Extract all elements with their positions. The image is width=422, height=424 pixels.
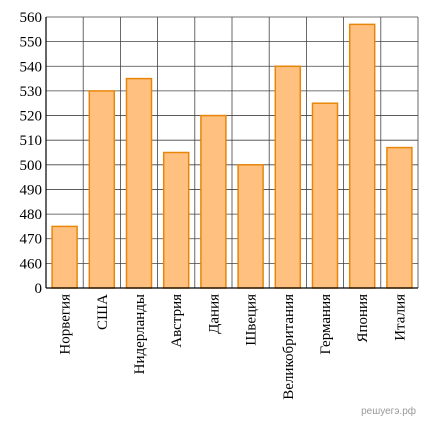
watermark: решуегэ.рф (361, 405, 416, 417)
bar (348, 23, 376, 289)
bar (237, 164, 264, 289)
y-tick-label: 490 (20, 182, 43, 198)
y-tick-label: 510 (20, 133, 43, 149)
x-tick-label: Норвегия (58, 294, 74, 355)
y-tick-label: 520 (20, 109, 43, 125)
x-tick-label: США (95, 294, 111, 330)
bar (162, 151, 190, 289)
bar (88, 90, 116, 289)
y-tick-label: 560 (20, 10, 43, 26)
y-tick-label: 460 (20, 256, 43, 272)
bar (200, 114, 227, 289)
x-tick-label: Германия (318, 294, 334, 355)
bar (125, 77, 153, 289)
y-tick-label: 540 (20, 59, 43, 75)
x-tick-label: Дания (206, 294, 222, 334)
y-tick-label: 470 (20, 232, 43, 248)
x-tick-label: Нидерланды (132, 294, 148, 374)
y-tick-label: 0 (35, 281, 43, 297)
y-tick-label: 550 (20, 35, 43, 51)
bar (386, 146, 413, 289)
bar (311, 102, 339, 289)
x-tick-label: Япония (355, 294, 371, 343)
bar (274, 65, 302, 289)
bar (51, 225, 78, 289)
y-tick-label: 480 (20, 207, 43, 223)
y-tick-label: 500 (20, 158, 43, 174)
x-tick-label: Австрия (169, 294, 185, 348)
y-tick-label: 530 (20, 84, 43, 100)
x-tick-label: Швеция (244, 294, 260, 346)
x-tick-label: Великобритания (281, 294, 297, 400)
x-tick-label: Италия (392, 294, 408, 341)
